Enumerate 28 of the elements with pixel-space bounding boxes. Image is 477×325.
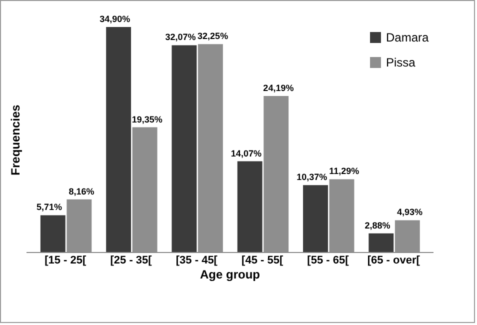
legend-label: Damara	[386, 30, 430, 44]
x-tick-label: [25 - 35[	[110, 254, 152, 266]
data-label: 10,37%	[296, 172, 328, 182]
data-label: 14,07%	[230, 148, 262, 158]
legend-label: Pissa	[386, 56, 416, 70]
data-label: 32,25%	[198, 31, 228, 42]
bar	[106, 27, 132, 252]
data-label: 4,93%	[396, 207, 423, 218]
bar	[303, 185, 328, 252]
x-tick-label: [55 - 65[	[307, 254, 350, 266]
data-label: 34,90%	[100, 14, 130, 24]
data-label: 32,07%	[165, 32, 196, 42]
bar	[172, 45, 197, 252]
data-label: 19,35%	[132, 114, 162, 124]
x-axis-title: Age group	[200, 268, 260, 282]
data-label: 11,29%	[329, 166, 360, 176]
x-tick-label: [15 - 25[	[44, 254, 87, 266]
data-label: 2,88%	[364, 220, 390, 230]
y-axis-title: Frequencies	[8, 104, 22, 176]
x-tick-label: [35 - 45[	[176, 254, 218, 266]
x-tick-label: [65 - over[	[367, 254, 420, 266]
bar	[368, 233, 394, 252]
bar	[237, 161, 262, 252]
x-tick-label: [45 - 55[	[242, 254, 284, 266]
data-label: 5,71%	[36, 202, 62, 212]
bar	[40, 215, 66, 252]
data-label: 8,16%	[68, 186, 94, 196]
data-label: 24,19%	[263, 83, 294, 94]
